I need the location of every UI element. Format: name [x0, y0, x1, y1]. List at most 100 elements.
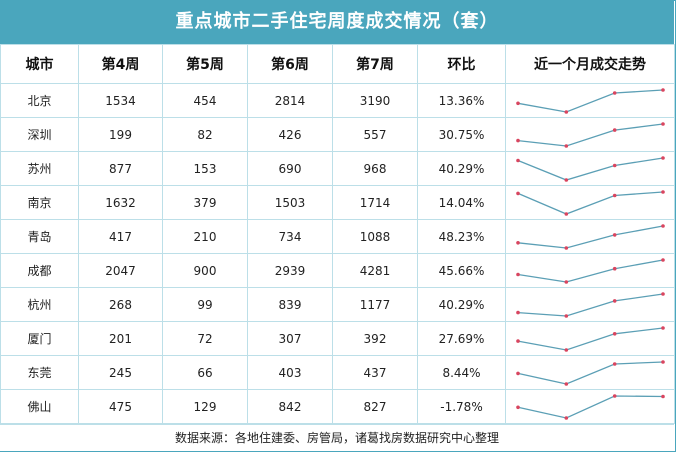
trend-point-week6	[612, 91, 617, 95]
trend-point-week7	[661, 258, 665, 262]
week4-cell: 1632	[78, 185, 163, 220]
week4-cell: 417	[78, 219, 163, 254]
trend-line	[517, 293, 664, 317]
source-note: 数据来源：各地住建委、房管局，诸葛找房数据研究中心整理	[0, 424, 674, 451]
trend-point-week4	[516, 241, 520, 245]
week4-cell: 1534	[78, 83, 163, 118]
trend-sparkline	[516, 88, 665, 114]
week6-cell: 842	[247, 389, 333, 424]
city-cell: 青岛	[0, 219, 79, 254]
trend-sparkline	[516, 122, 665, 148]
city-cell: 杭州	[0, 287, 79, 322]
trend-point-week4	[516, 101, 520, 106]
table-row: 成都 2047 900 2939 4281 45.66%	[0, 253, 675, 288]
table-row: 厦门 201 72 307 392 27.69%	[0, 321, 675, 356]
city-cell: 苏州	[0, 151, 79, 186]
trend-sparkline-cell	[505, 83, 675, 118]
trend-line	[517, 327, 664, 351]
page-title: 重点城市二手住宅周度成交情况（套）	[0, 0, 674, 44]
trend-point-week4	[516, 158, 520, 163]
column-header-city: 城市	[0, 44, 79, 84]
trend-point-week7	[661, 394, 665, 399]
trend-sparkline-cell	[505, 355, 675, 390]
week7-cell: 1714	[332, 185, 418, 220]
city-cell: 南京	[0, 185, 79, 220]
column-header-week7: 第7周	[332, 44, 418, 84]
trend-point-week7	[661, 292, 665, 296]
trend-sparkline	[516, 394, 665, 420]
column-header-trend: 近一个月成交走势	[505, 44, 675, 84]
trend-sparkline	[516, 326, 665, 352]
trend-point-week4	[516, 371, 520, 376]
table-body: 北京 1534 454 2814 3190 13.36% 深圳 199 82 426 557 30.7…	[0, 83, 675, 424]
trend-point-week6	[612, 266, 617, 271]
column-header-week6: 第6周	[247, 44, 333, 84]
trend-sparkline-cell	[505, 287, 675, 322]
week5-cell: 82	[162, 117, 248, 152]
data-table: 城市 第4周 第5周 第6周 第7周 环比 近一个月成交走势 北京 1534 454…	[0, 44, 675, 424]
table-row: 深圳 199 82 426 557 30.75%	[0, 117, 675, 152]
week4-cell: 201	[78, 321, 163, 356]
table-row: 南京 1632 379 1503 1714 14.04%	[0, 185, 675, 220]
trend-point-week4	[516, 310, 520, 315]
trend-point-week6	[612, 394, 617, 398]
trend-point-week7	[661, 190, 665, 194]
trend-point-week7	[661, 360, 665, 364]
week7-cell: 827	[332, 389, 418, 424]
week5-cell: 379	[162, 185, 248, 220]
trend-point-week6	[612, 193, 617, 198]
week7-cell: 1088	[332, 219, 418, 254]
mom-cell: 45.66%	[417, 253, 506, 288]
week6-cell: 426	[247, 117, 333, 152]
week4-cell: 877	[78, 151, 163, 186]
week5-cell: 454	[162, 83, 248, 118]
week7-cell: 4281	[332, 253, 418, 288]
week6-cell: 1503	[247, 185, 333, 220]
week7-cell: 392	[332, 321, 418, 356]
trend-sparkline-cell	[505, 389, 675, 424]
trend-sparkline	[516, 292, 665, 318]
mom-cell: -1.78%	[417, 389, 506, 424]
trend-sparkline-cell	[505, 219, 675, 254]
mom-cell: 8.44%	[417, 355, 506, 390]
trend-sparkline-cell	[505, 321, 675, 356]
week6-cell: 307	[247, 321, 333, 356]
trend-point-week6	[612, 233, 617, 237]
trend-point-week6	[612, 299, 617, 303]
city-cell: 成都	[0, 253, 79, 288]
trend-sparkline	[516, 360, 665, 386]
city-cell: 厦门	[0, 321, 79, 356]
trend-line	[517, 395, 664, 419]
trend-point-week5	[564, 314, 569, 318]
trend-point-week5	[564, 382, 569, 386]
column-header-week5: 第5周	[162, 44, 248, 84]
trend-sparkline-cell	[505, 185, 675, 220]
week6-cell: 839	[247, 287, 333, 322]
trend-line	[517, 225, 664, 249]
trend-point-week5	[564, 110, 569, 114]
header-row: 城市 第4周 第5周 第6周 第7周 环比 近一个月成交走势	[0, 44, 675, 84]
week7-cell: 437	[332, 355, 418, 390]
week7-cell: 3190	[332, 83, 418, 118]
week7-cell: 1177	[332, 287, 418, 322]
mom-cell: 48.23%	[417, 219, 506, 254]
trend-point-week4	[516, 339, 520, 343]
mom-cell: 13.36%	[417, 83, 506, 118]
trend-point-week7	[661, 88, 665, 92]
trend-point-week5	[564, 178, 569, 182]
week5-cell: 210	[162, 219, 248, 254]
trend-line	[517, 89, 664, 113]
trend-sparkline	[516, 224, 665, 250]
table-row: 佛山 475 129 842 827 -1.78%	[0, 389, 675, 424]
table-row: 东莞 245 66 403 437 8.44%	[0, 355, 675, 390]
week6-cell: 2939	[247, 253, 333, 288]
city-cell: 佛山	[0, 389, 79, 424]
trend-line	[517, 123, 664, 147]
trend-point-week6	[612, 362, 617, 366]
trend-line	[517, 157, 664, 181]
table-row: 苏州 877 153 690 968 40.29%	[0, 151, 675, 186]
week5-cell: 99	[162, 287, 248, 322]
trend-sparkline	[516, 156, 665, 182]
trend-sparkline-cell	[505, 117, 675, 152]
mom-cell: 40.29%	[417, 151, 506, 186]
